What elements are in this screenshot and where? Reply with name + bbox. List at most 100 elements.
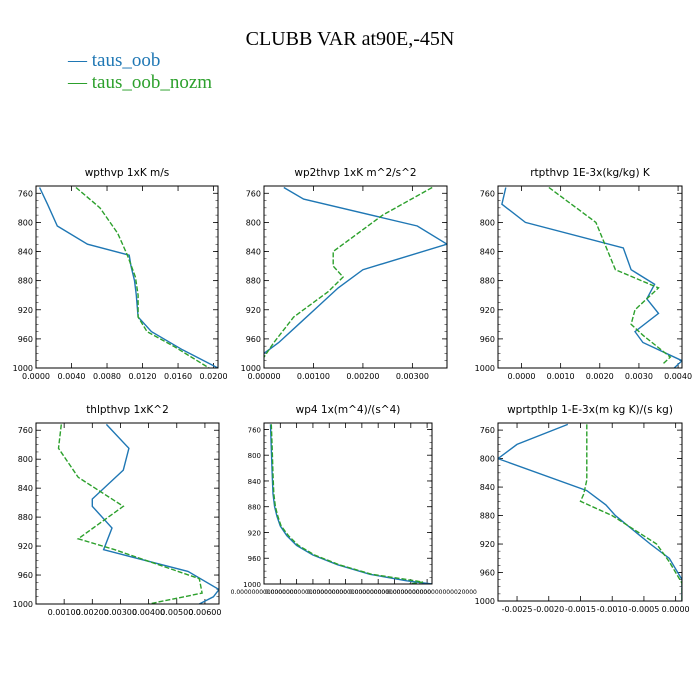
y-tick-label: 800 (480, 218, 495, 227)
legend-label: taus_oob_nozm (91, 72, 213, 93)
plot-frame (35, 185, 219, 369)
y-tick-label: 920 (18, 542, 33, 551)
plot-frame (35, 422, 220, 605)
plot-frame (497, 185, 683, 369)
x-tick-label: 0.00600 (188, 608, 221, 617)
series-line-taus-oob (91, 423, 219, 604)
chart-panel-2: wp2thvp 1xK m^2/s^2 760 800 840 880 920 960 100… (241, 167, 448, 381)
y-tick-label: 840 (18, 484, 33, 493)
legend-item-taus-oob: — taus_oob (68, 50, 160, 72)
x-tick-label: 0.00000 (247, 372, 280, 381)
chart-panel-1: wpthvp 1xK m/s76080084088092096010000.00… (13, 167, 228, 381)
y-tick-label: 840 (246, 248, 261, 257)
series-line-taus-oob-nozm (270, 424, 424, 584)
y-tick-label: 1000 (13, 600, 33, 609)
x-tick-label: -0.0010 (597, 605, 628, 614)
y-tick-label: 920 (18, 306, 33, 315)
x-tick-label: 0.00300 (396, 372, 429, 381)
y-tick-label: 840 (248, 478, 261, 486)
panel-title: rtpthvp 1E-3x(kg/kg) K (530, 167, 651, 179)
x-tick-label: 0.0200 (200, 372, 228, 381)
y-tick-label: 920 (248, 529, 261, 537)
chart-panel-6: wprtpthlp 1-E-3x(m kg K)/(s kg) 760 800 840… (475, 404, 690, 614)
panel-title: wpthvp 1xK m/s (85, 167, 170, 179)
panel-title: wp2thvp 1xK m^2/s^2 (294, 167, 416, 179)
y-tick-label: 1000 (475, 597, 495, 606)
series-line-taus-oob-nozm (75, 186, 210, 368)
x-tick-label: -0.0015 (565, 605, 596, 614)
y-tick-label: 880 (480, 512, 495, 521)
x-tick-label: 0.00100 (297, 372, 330, 381)
x-tick-label: 0.0020 (586, 372, 614, 381)
x-tick-label: 0.00200 (346, 372, 379, 381)
legend-label: taus_oob (91, 50, 161, 71)
y-tick-label: 1000 (243, 581, 261, 589)
x-tick-label: 0.00300 (104, 608, 137, 617)
plot-frame (263, 422, 433, 585)
chart-panel-3: rtpthvp 1E-3x(kg/kg) K 760 800 840 880 920 960… (475, 167, 692, 381)
y-tick-label: 960 (480, 569, 495, 578)
y-tick-label: 1000 (475, 364, 495, 373)
x-tick-label: 0.0040 (58, 372, 86, 381)
y-tick-label: 960 (480, 335, 495, 344)
x-tick-label: 0.0160 (164, 372, 192, 381)
legend-line-icon: — (68, 72, 92, 93)
x-tick-label: 0.00400 (132, 608, 165, 617)
y-tick-label: 880 (246, 277, 261, 286)
y-tick-label: 880 (18, 513, 33, 522)
x-tick-label: -0.0005 (628, 605, 659, 614)
x-tick-label: 0.0030 (625, 372, 653, 381)
y-tick-label: 960 (18, 571, 33, 580)
x-tick-label: 0.0010 (547, 372, 575, 381)
y-tick-label: 840 (480, 248, 495, 257)
series-line-taus-oob (269, 424, 432, 584)
x-tick-label: 0.0000000000000000 (231, 589, 298, 596)
x-tick-label: 0.0040 (664, 372, 692, 381)
figure-title: CLUBB VAR at90E,-45N (245, 28, 455, 50)
y-tick-label: 760 (18, 189, 33, 198)
x-tick-label: 0.00100 (48, 608, 81, 617)
y-tick-label: 1000 (241, 364, 261, 373)
x-tick-label: 0.00000000000000000000 (349, 589, 431, 596)
y-tick-label: 1000 (13, 364, 33, 373)
y-tick-label: 920 (480, 306, 495, 315)
y-tick-label: 920 (480, 540, 495, 549)
y-tick-label: 760 (480, 189, 495, 198)
legend-item-taus-oob-nozm: — taus_oob_nozm (68, 72, 212, 94)
y-tick-label: 760 (248, 426, 261, 434)
y-tick-label: 800 (480, 455, 495, 464)
chart-panel-4: thlpthvp 1xK^2 760 800 840 880 920 960 1000 0.00… (13, 404, 222, 617)
series-line-taus-oob (264, 186, 447, 354)
panel-title: wprtpthlp 1-E-3x(m kg K)/(s kg) (507, 404, 673, 416)
series-line-taus-oob-nozm (579, 424, 682, 601)
y-tick-label: 920 (246, 306, 261, 315)
x-tick-label: 0.0000000000000000020000 (387, 589, 477, 596)
series-line-taus-oob (498, 423, 682, 601)
x-tick-label: -0.0025 (502, 605, 533, 614)
series-line-taus-oob-nozm (548, 186, 672, 365)
y-tick-label: 960 (18, 335, 33, 344)
y-tick-label: 800 (246, 218, 261, 227)
y-tick-label: 840 (18, 248, 33, 257)
x-tick-label: 0.0120 (129, 372, 157, 381)
legend-line-icon: — (68, 50, 92, 71)
y-tick-label: 800 (18, 218, 33, 227)
series-line-taus-oob (38, 187, 218, 368)
y-tick-label: 800 (248, 452, 261, 460)
plot-frame (263, 185, 448, 369)
y-tick-label: 760 (246, 189, 261, 198)
panel-title: thlpthvp 1xK^2 (86, 404, 169, 416)
y-tick-label: 960 (248, 555, 261, 563)
x-tick-label: 0.0080 (93, 372, 121, 381)
plot-frame (497, 422, 683, 602)
chart-panel-5: wp4 1x(m^4)/(s^4)76080084088092096010000… (231, 404, 477, 596)
series-line-taus-oob-nozm (57, 424, 203, 604)
y-tick-label: 760 (480, 426, 495, 435)
x-tick-label: 0.0000 (507, 372, 535, 381)
x-tick-label: -0.0020 (533, 605, 564, 614)
x-tick-label: 0.00000000000000000000 (265, 589, 347, 596)
y-tick-label: 960 (246, 335, 261, 344)
y-tick-label: 880 (480, 277, 495, 286)
y-tick-label: 760 (18, 426, 33, 435)
